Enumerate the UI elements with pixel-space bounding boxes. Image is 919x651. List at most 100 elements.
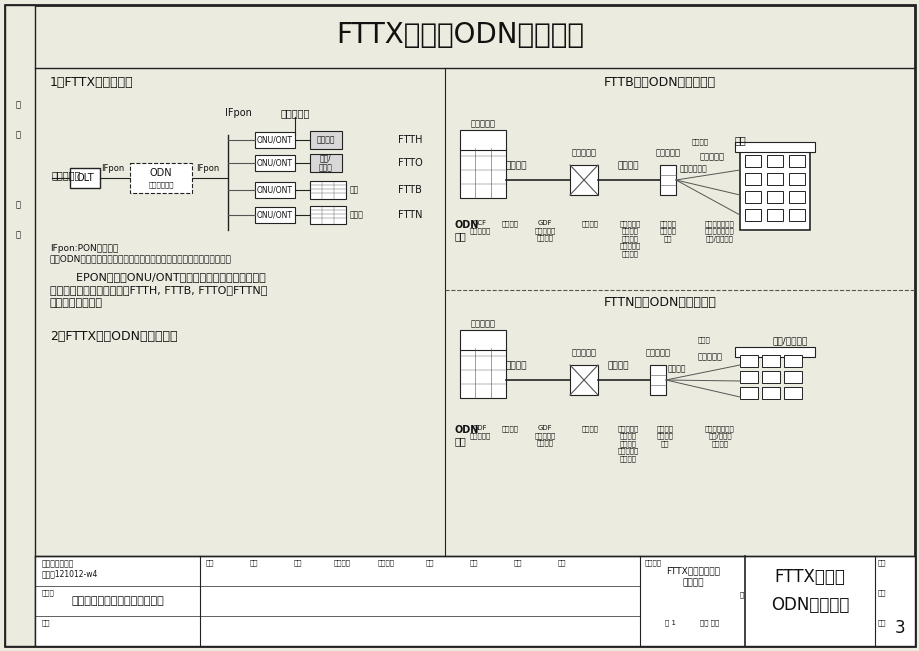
Bar [310, 206, 346, 224]
Text: ONU/ONT: ONU/ONT [256, 135, 292, 145]
Text: 光分线节点: 光分线节点 [654, 148, 680, 157]
Text: 不同的网络结构。: 不同的网络结构。 [50, 298, 103, 308]
Text: 室内综合布线箱
尾纤综合布线箱
尾纤/尾缆箱车: 室内综合布线箱 尾纤综合布线箱 尾纤/尾缆箱车 [704, 220, 734, 242]
Bar [310, 154, 342, 172]
Text: 公司/
办公室: 公司/ 办公室 [319, 153, 333, 173]
Text: 工程负责: 工程负责 [333, 559, 350, 566]
Text: 光缆端: 光缆端 [698, 337, 710, 343]
Bar [789, 191, 804, 203]
Text: FTTX系统与: FTTX系统与 [774, 568, 845, 586]
Bar [5, 5, 35, 646]
Text: 负责人: 负责人 [42, 589, 55, 596]
Text: 负责: 负责 [206, 559, 214, 566]
Text: 室外光缆
室内光缆
尾纤: 室外光缆 室内光缆 尾纤 [659, 220, 675, 242]
Bar [739, 371, 757, 383]
Bar [766, 191, 782, 203]
Text: ODN
器件: ODN 器件 [455, 425, 479, 447]
Text: 用户引入线: 用户引入线 [698, 352, 722, 361]
Text: FTTX接入设计安装: FTTX接入设计安装 [665, 566, 720, 575]
Text: FTTX系统与ODN组件定义: FTTX系统与ODN组件定义 [335, 21, 584, 49]
Bar [761, 371, 779, 383]
Text: 引入光缆: 引入光缆 [667, 364, 686, 373]
Bar [570, 165, 597, 195]
Text: 农居/居民用户: 农居/居民用户 [772, 336, 807, 345]
Text: 制图: 制图 [557, 559, 565, 566]
Text: 3: 3 [893, 619, 904, 637]
Bar [460, 148, 505, 198]
Text: ODN组件定义: ODN组件定义 [770, 596, 848, 614]
Text: 室外光缆: 室外光缆 [501, 425, 518, 432]
Text: 制: 制 [16, 100, 20, 109]
Text: 图: 图 [16, 130, 20, 139]
Bar [255, 155, 295, 171]
Text: FTTN: FTTN [398, 210, 422, 220]
Bar [460, 348, 505, 398]
Bar [70, 168, 100, 188]
Text: 图名: 图名 [877, 589, 886, 596]
Bar [744, 191, 760, 203]
Bar [761, 387, 779, 399]
Text: 工种负责: 工种负责 [377, 559, 394, 566]
Text: ONU/ONT: ONU/ONT [256, 210, 292, 219]
Text: 证书号码：甲级: 证书号码：甲级 [42, 559, 74, 568]
Text: ONU/ONT: ONU/ONT [256, 186, 292, 195]
Bar [460, 330, 505, 350]
Text: IFpon: IFpon [101, 164, 124, 173]
Text: 无源光分路器: 无源光分路器 [148, 181, 174, 187]
Bar [744, 209, 760, 221]
Text: 设计: 设计 [513, 559, 522, 566]
Text: GCF
无源系统端: GCF 无源系统端 [469, 220, 490, 234]
Bar [650, 365, 665, 395]
Text: 网络侧接口: 网络侧接口 [52, 170, 81, 180]
Text: 注：ODN中的无源光分路器可以是一个或多个光分路器以及它们的级联。: 注：ODN中的无源光分路器可以是一个或多个光分路器以及它们的级联。 [50, 254, 232, 263]
Bar [310, 181, 346, 199]
Text: ODN: ODN [150, 168, 172, 178]
Text: FTTB: FTTB [398, 185, 422, 195]
Text: GDF
光缆交接箱
光分路器: GDF 光缆交接箱 光分路器 [534, 220, 555, 242]
Bar [255, 207, 295, 223]
Text: 编号：121012-w4: 编号：121012-w4 [42, 569, 98, 578]
Text: 大楼交接箱
光分路器
大分线盒
光缆接头盒
光分路器: 大楼交接箱 光分路器 大分线盒 光缆接头盒 光分路器 [617, 425, 638, 462]
Bar [783, 355, 801, 367]
Bar [35, 556, 914, 646]
Text: 1、FTTX系统结构图: 1、FTTX系统结构图 [50, 76, 133, 89]
Text: 光缆交接箱
光分路器
光分线箱
光缆接头盒
光分路器: 光缆交接箱 光分路器 光分线箱 光缆接头盒 光分路器 [618, 220, 640, 257]
Text: 计量: 计量 [42, 619, 51, 626]
Bar [783, 371, 801, 383]
Text: 图: 图 [739, 591, 743, 598]
Text: FTTH: FTTH [398, 135, 422, 145]
Bar [734, 142, 814, 152]
Bar [766, 209, 782, 221]
Text: 配线光缆: 配线光缆 [607, 361, 628, 370]
Bar [255, 182, 295, 198]
Text: ODN
器件: ODN 器件 [455, 220, 479, 242]
Text: 考: 考 [16, 230, 20, 239]
Text: 农居点等不同的位置，形成FTTH, FTTB, FTTO，FTTN等: 农居点等不同的位置，形成FTTH, FTTB, FTTO，FTTN等 [50, 285, 267, 295]
Text: 农居点: 农居点 [349, 210, 364, 219]
Text: 校对: 校对 [425, 559, 434, 566]
Text: 用户引入线: 用户引入线 [699, 152, 724, 161]
Text: 光分线节点: 光分线节点 [645, 348, 670, 357]
Text: 工程名称: 工程名称 [644, 559, 662, 566]
Text: 图号: 图号 [877, 559, 886, 566]
Text: 比例 示意: 比例 示意 [699, 619, 719, 626]
Bar [659, 165, 675, 195]
Text: 审核: 审核 [293, 559, 302, 566]
Text: 页 1: 页 1 [664, 619, 675, 626]
Text: 光交接节点: 光交接节点 [571, 348, 596, 357]
Bar [739, 387, 757, 399]
Bar [460, 130, 505, 150]
Bar [570, 365, 597, 395]
Bar [783, 387, 801, 399]
Text: OLT: OLT [76, 173, 94, 183]
Text: IFpon: IFpon [196, 164, 220, 173]
Text: 区域中心局: 区域中心局 [470, 319, 495, 328]
Text: 楼宇引入光缆: 楼宇引入光缆 [679, 164, 707, 173]
Bar [744, 155, 760, 167]
Bar [130, 163, 192, 193]
Bar [734, 347, 814, 357]
Bar [766, 155, 782, 167]
Bar [789, 173, 804, 185]
Text: 楼宇: 楼宇 [349, 186, 358, 195]
Text: FTTB系统ODN框架结构图: FTTB系统ODN框架结构图 [603, 76, 715, 89]
